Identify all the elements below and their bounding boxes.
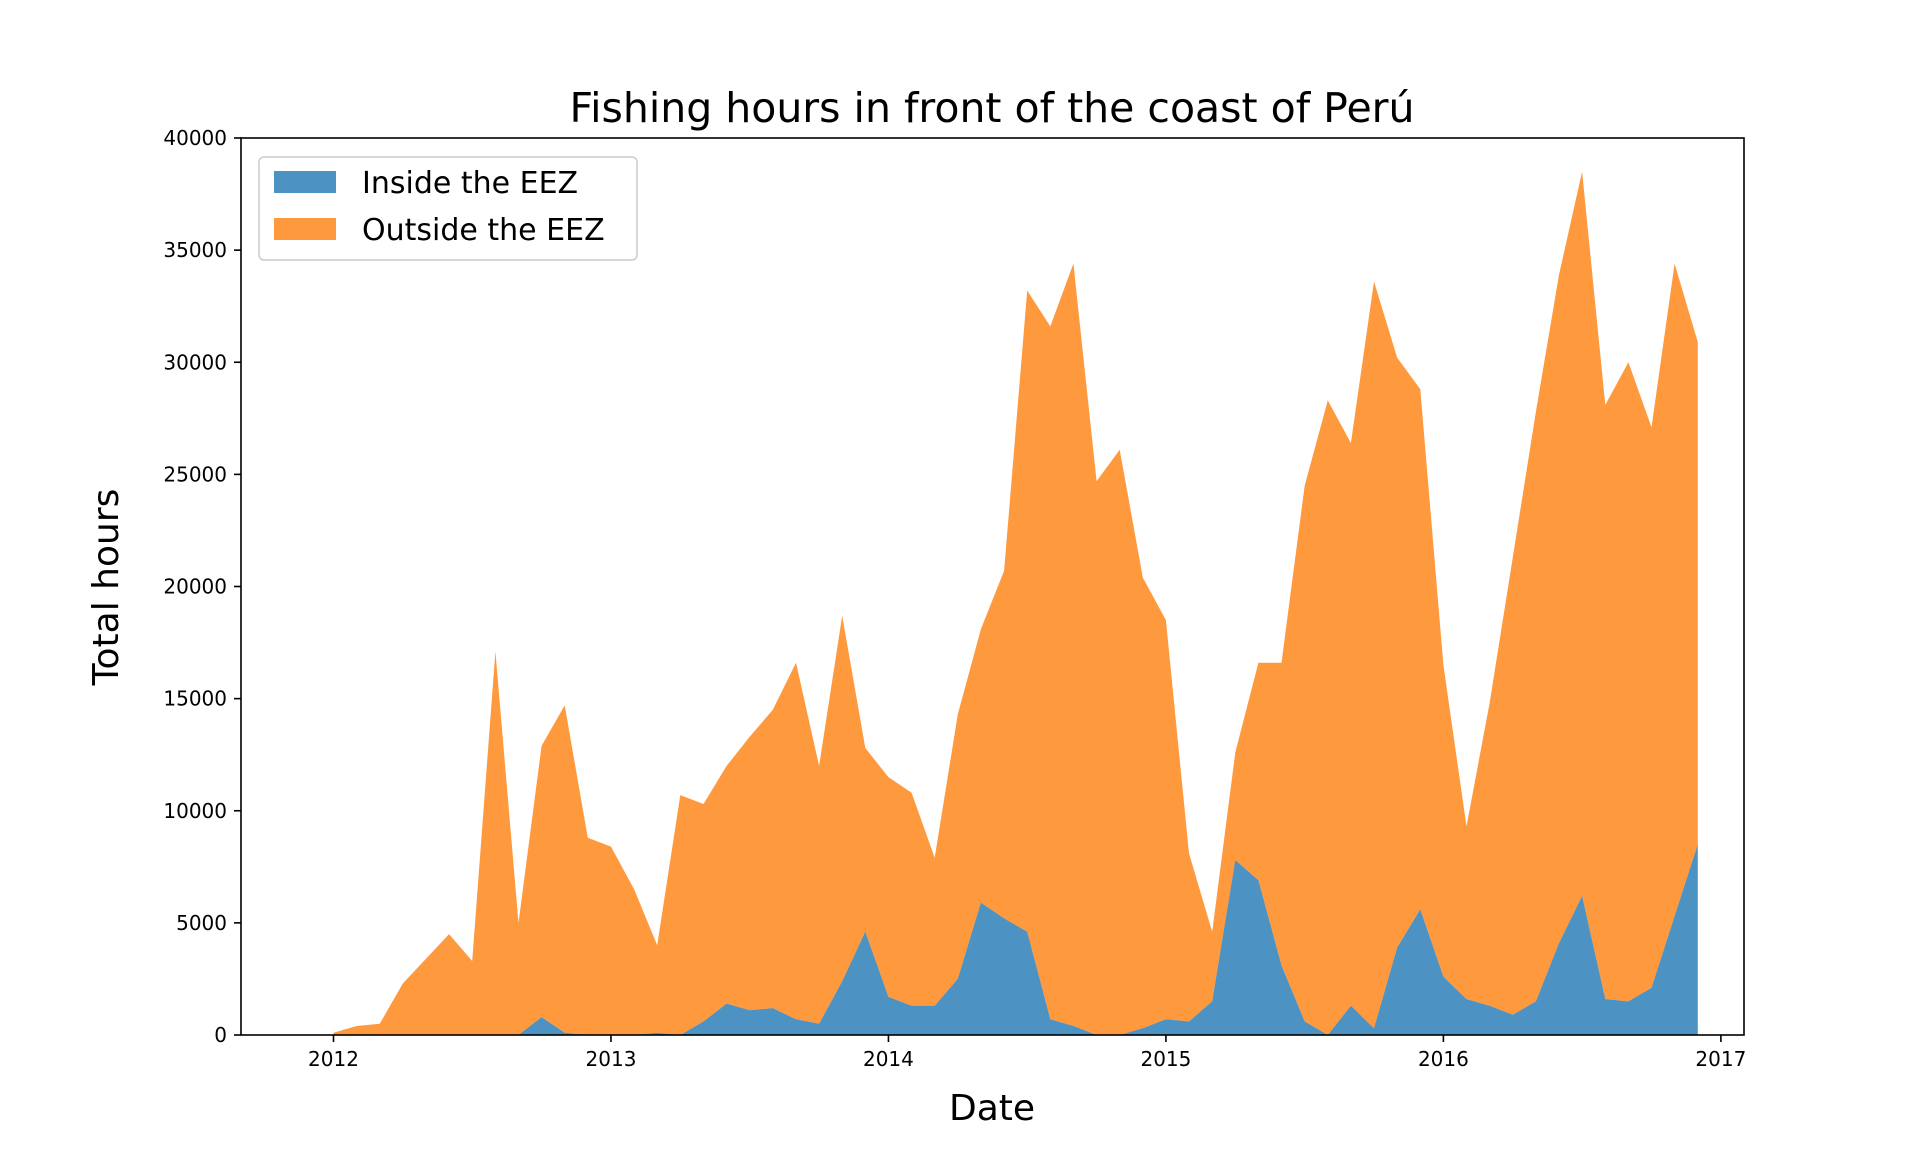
y-tick-label: 40000 xyxy=(163,126,227,150)
x-tick-label: 2012 xyxy=(308,1047,359,1071)
x-tick-label: 2014 xyxy=(863,1047,914,1071)
x-tick-label: 2016 xyxy=(1418,1047,1469,1071)
legend-label-outside: Outside the EEZ xyxy=(362,213,605,248)
y-axis: 0 5000 10000 15000 20000 25000 30000 35000 40000 xyxy=(163,126,241,1047)
legend-box xyxy=(258,156,638,261)
y-tick-label: 30000 xyxy=(163,350,227,374)
x-tick-label: 2015 xyxy=(1140,1047,1191,1071)
chart-title: Fishing hours in front of the coast of P… xyxy=(569,84,1414,132)
x-tick-label: 2013 xyxy=(586,1047,637,1071)
y-tick-label: 15000 xyxy=(163,687,227,711)
legend-label-inside: Inside the EEZ xyxy=(362,166,578,201)
legend: Inside the EEZ Outside the EEZ xyxy=(258,156,638,261)
area-inside-eez xyxy=(333,844,1698,1035)
x-axis: 2012 2013 2014 2015 2016 2017 xyxy=(308,1035,1746,1071)
legend-swatch-inside xyxy=(274,171,336,193)
y-axis-label: Total hours xyxy=(86,489,127,687)
x-tick-label: 2017 xyxy=(1695,1047,1746,1071)
x-axis-label: Date xyxy=(949,1088,1035,1129)
y-tick-label: 20000 xyxy=(163,575,227,599)
legend-swatch-outside xyxy=(274,218,336,240)
area-outside-eez xyxy=(333,171,1698,1036)
y-tick-label: 0 xyxy=(214,1023,227,1047)
y-tick-label: 35000 xyxy=(163,238,227,262)
y-tick-label: 10000 xyxy=(163,799,227,823)
y-tick-label: 5000 xyxy=(176,911,227,935)
y-tick-label: 25000 xyxy=(163,462,227,486)
area-layer xyxy=(333,171,1698,1036)
